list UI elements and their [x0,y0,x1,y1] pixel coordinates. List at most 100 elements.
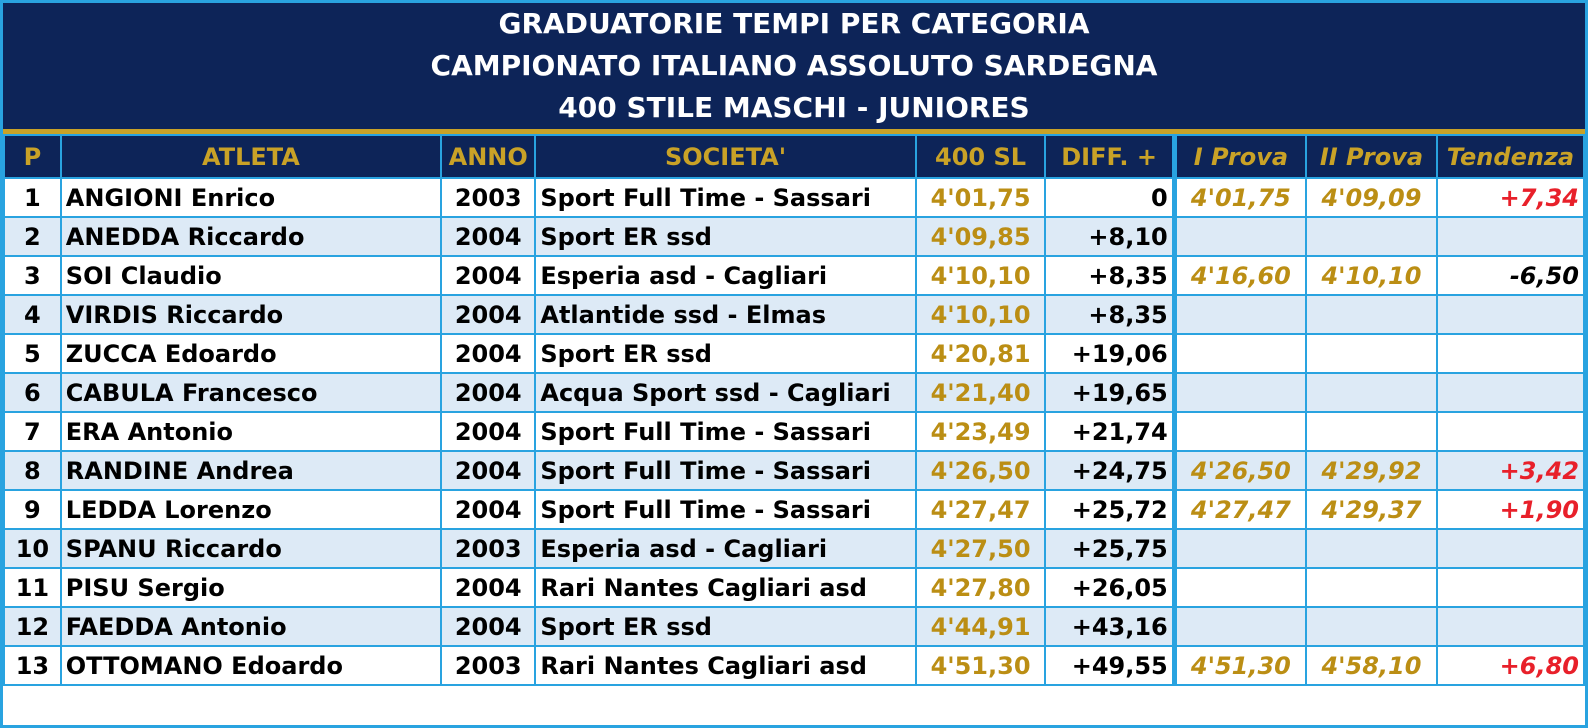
cell-prova-2: 4'10,10 [1305,255,1438,296]
cell-trend: +7,34 [1435,177,1586,218]
cell-prova-1: 4'26,50 [1171,450,1308,491]
table-row: 5 ZUCCA Edoardo 2004 Sport ER ssd 4'20,81 +19… [3,333,1586,374]
cell-diff: +8,35 [1044,255,1176,296]
cell-club: Rari Nantes Cagliari asd [534,567,917,608]
cell-diff: +8,10 [1044,216,1176,257]
cell-position: 1 [3,177,62,218]
cell-athlete: FAEDDA Antonio [59,606,443,647]
cell-athlete: VIRDIS Riccardo [59,294,443,335]
cell-position: 2 [3,216,62,257]
cell-year: 2004 [440,333,537,374]
cell-time: 4'27,50 [914,528,1047,569]
cell-athlete: PISU Sergio [59,567,443,608]
ranking-rows: 1 ANGIONI Enrico 2003 Sport Full Time - Sas… [3,177,1586,686]
cell-trend: +3,42 [1435,450,1586,491]
cell-time: 4'01,75 [914,177,1047,218]
cell-diff: +49,55 [1044,645,1176,686]
cell-prova-2: 4'29,37 [1305,489,1438,530]
cell-trend [1435,567,1586,608]
cell-prova-2 [1305,528,1438,569]
table-row: 13 OTTOMANO Edoardo 2003 Rari Nantes Caglia… [3,645,1586,686]
cell-prova-2 [1305,216,1438,257]
table-row: 2 ANEDDA Riccardo 2004 Sport ER ssd 4'09,85 +… [3,216,1586,257]
cell-prova-1: 4'01,75 [1171,177,1308,218]
cell-year: 2004 [440,606,537,647]
title-line-3: 400 STILE MASCHI - JUNIORES [558,91,1030,124]
cell-trend: +6,80 [1435,645,1586,686]
cell-prova-1 [1171,606,1308,647]
col-header-diff: DIFF. + [1044,134,1176,179]
cell-position: 9 [3,489,62,530]
cell-year: 2004 [440,411,537,452]
cell-athlete: ERA Antonio [59,411,443,452]
cell-club: Sport ER ssd [534,333,917,374]
cell-year: 2003 [440,528,537,569]
cell-time: 4'26,50 [914,450,1047,491]
col-header-prova-2: II Prova [1305,134,1438,179]
cell-time: 4'27,80 [914,567,1047,608]
cell-trend [1435,372,1586,413]
cell-year: 2004 [440,216,537,257]
cell-prova-1 [1171,372,1308,413]
cell-prova-1: 4'16,60 [1171,255,1308,296]
cell-position: 11 [3,567,62,608]
table-row: 3 SOI Claudio 2004 Esperia asd - Cagliari 4'… [3,255,1586,296]
cell-time: 4'10,10 [914,294,1047,335]
cell-diff: +43,16 [1044,606,1176,647]
cell-trend: +1,90 [1435,489,1586,530]
cell-position: 7 [3,411,62,452]
cell-athlete: RANDINE Andrea [59,450,443,491]
col-header-time: 400 SL [914,134,1047,179]
cell-prova-2 [1305,372,1438,413]
cell-prova-1: 4'27,47 [1171,489,1308,530]
table-row: 12 FAEDDA Antonio 2004 Sport ER ssd 4'44,91 +… [3,606,1586,647]
cell-year: 2004 [440,372,537,413]
cell-club: Rari Nantes Cagliari asd [534,645,917,686]
cell-prova-1 [1171,567,1308,608]
cell-club: Esperia asd - Cagliari [534,528,917,569]
cell-trend [1435,294,1586,335]
cell-athlete: SOI Claudio [59,255,443,296]
cell-athlete: SPANU Riccardo [59,528,443,569]
cell-diff: +8,35 [1044,294,1176,335]
cell-athlete: OTTOMANO Edoardo [59,645,443,686]
cell-diff: +19,06 [1044,333,1176,374]
cell-prova-2 [1305,606,1438,647]
table-row: 8 RANDINE Andrea 2004 Sport Full Time - Sas… [3,450,1586,491]
cell-prova-1 [1171,294,1308,335]
cell-prova-2: 4'58,10 [1305,645,1438,686]
title-divider [3,129,1585,134]
cell-position: 8 [3,450,62,491]
col-header-trend: Tendenza [1435,134,1586,179]
cell-year: 2004 [440,567,537,608]
cell-athlete: ZUCCA Edoardo [59,333,443,374]
cell-year: 2004 [440,450,537,491]
cell-time: 4'51,30 [914,645,1047,686]
cell-athlete: ANGIONI Enrico [59,177,443,218]
table-row: 11 PISU Sergio 2004 Rari Nantes Cagliari as… [3,567,1586,608]
cell-club: Sport Full Time - Sassari [534,450,917,491]
table-row: 6 CABULA Francesco 2004 Acqua Sport ssd - C… [3,372,1586,413]
cell-club: Sport Full Time - Sassari [534,489,917,530]
cell-diff: +26,05 [1044,567,1176,608]
cell-trend [1435,528,1586,569]
cell-diff: +19,65 [1044,372,1176,413]
cell-position: 3 [3,255,62,296]
cell-position: 6 [3,372,62,413]
cell-position: 12 [3,606,62,647]
cell-diff: +25,75 [1044,528,1176,569]
table-row: 7 ERA Antonio 2004 Sport Full Time - Sassar… [3,411,1586,452]
cell-time: 4'21,40 [914,372,1047,413]
col-header-athlete: ATLETA [59,134,443,179]
cell-trend [1435,333,1586,374]
table-row: 1 ANGIONI Enrico 2003 Sport Full Time - Sas… [3,177,1586,218]
cell-time: 4'10,10 [914,255,1047,296]
title-block: GRADUATORIE TEMPI PER CATEGORIA CAMPIONA… [3,3,1585,129]
cell-athlete: ANEDDA Riccardo [59,216,443,257]
cell-trend: -6,50 [1435,255,1586,296]
cell-club: Sport ER ssd [534,216,917,257]
cell-prova-2 [1305,333,1438,374]
title-line-1: GRADUATORIE TEMPI PER CATEGORIA [498,7,1090,40]
cell-time: 4'27,47 [914,489,1047,530]
cell-diff: +24,75 [1044,450,1176,491]
